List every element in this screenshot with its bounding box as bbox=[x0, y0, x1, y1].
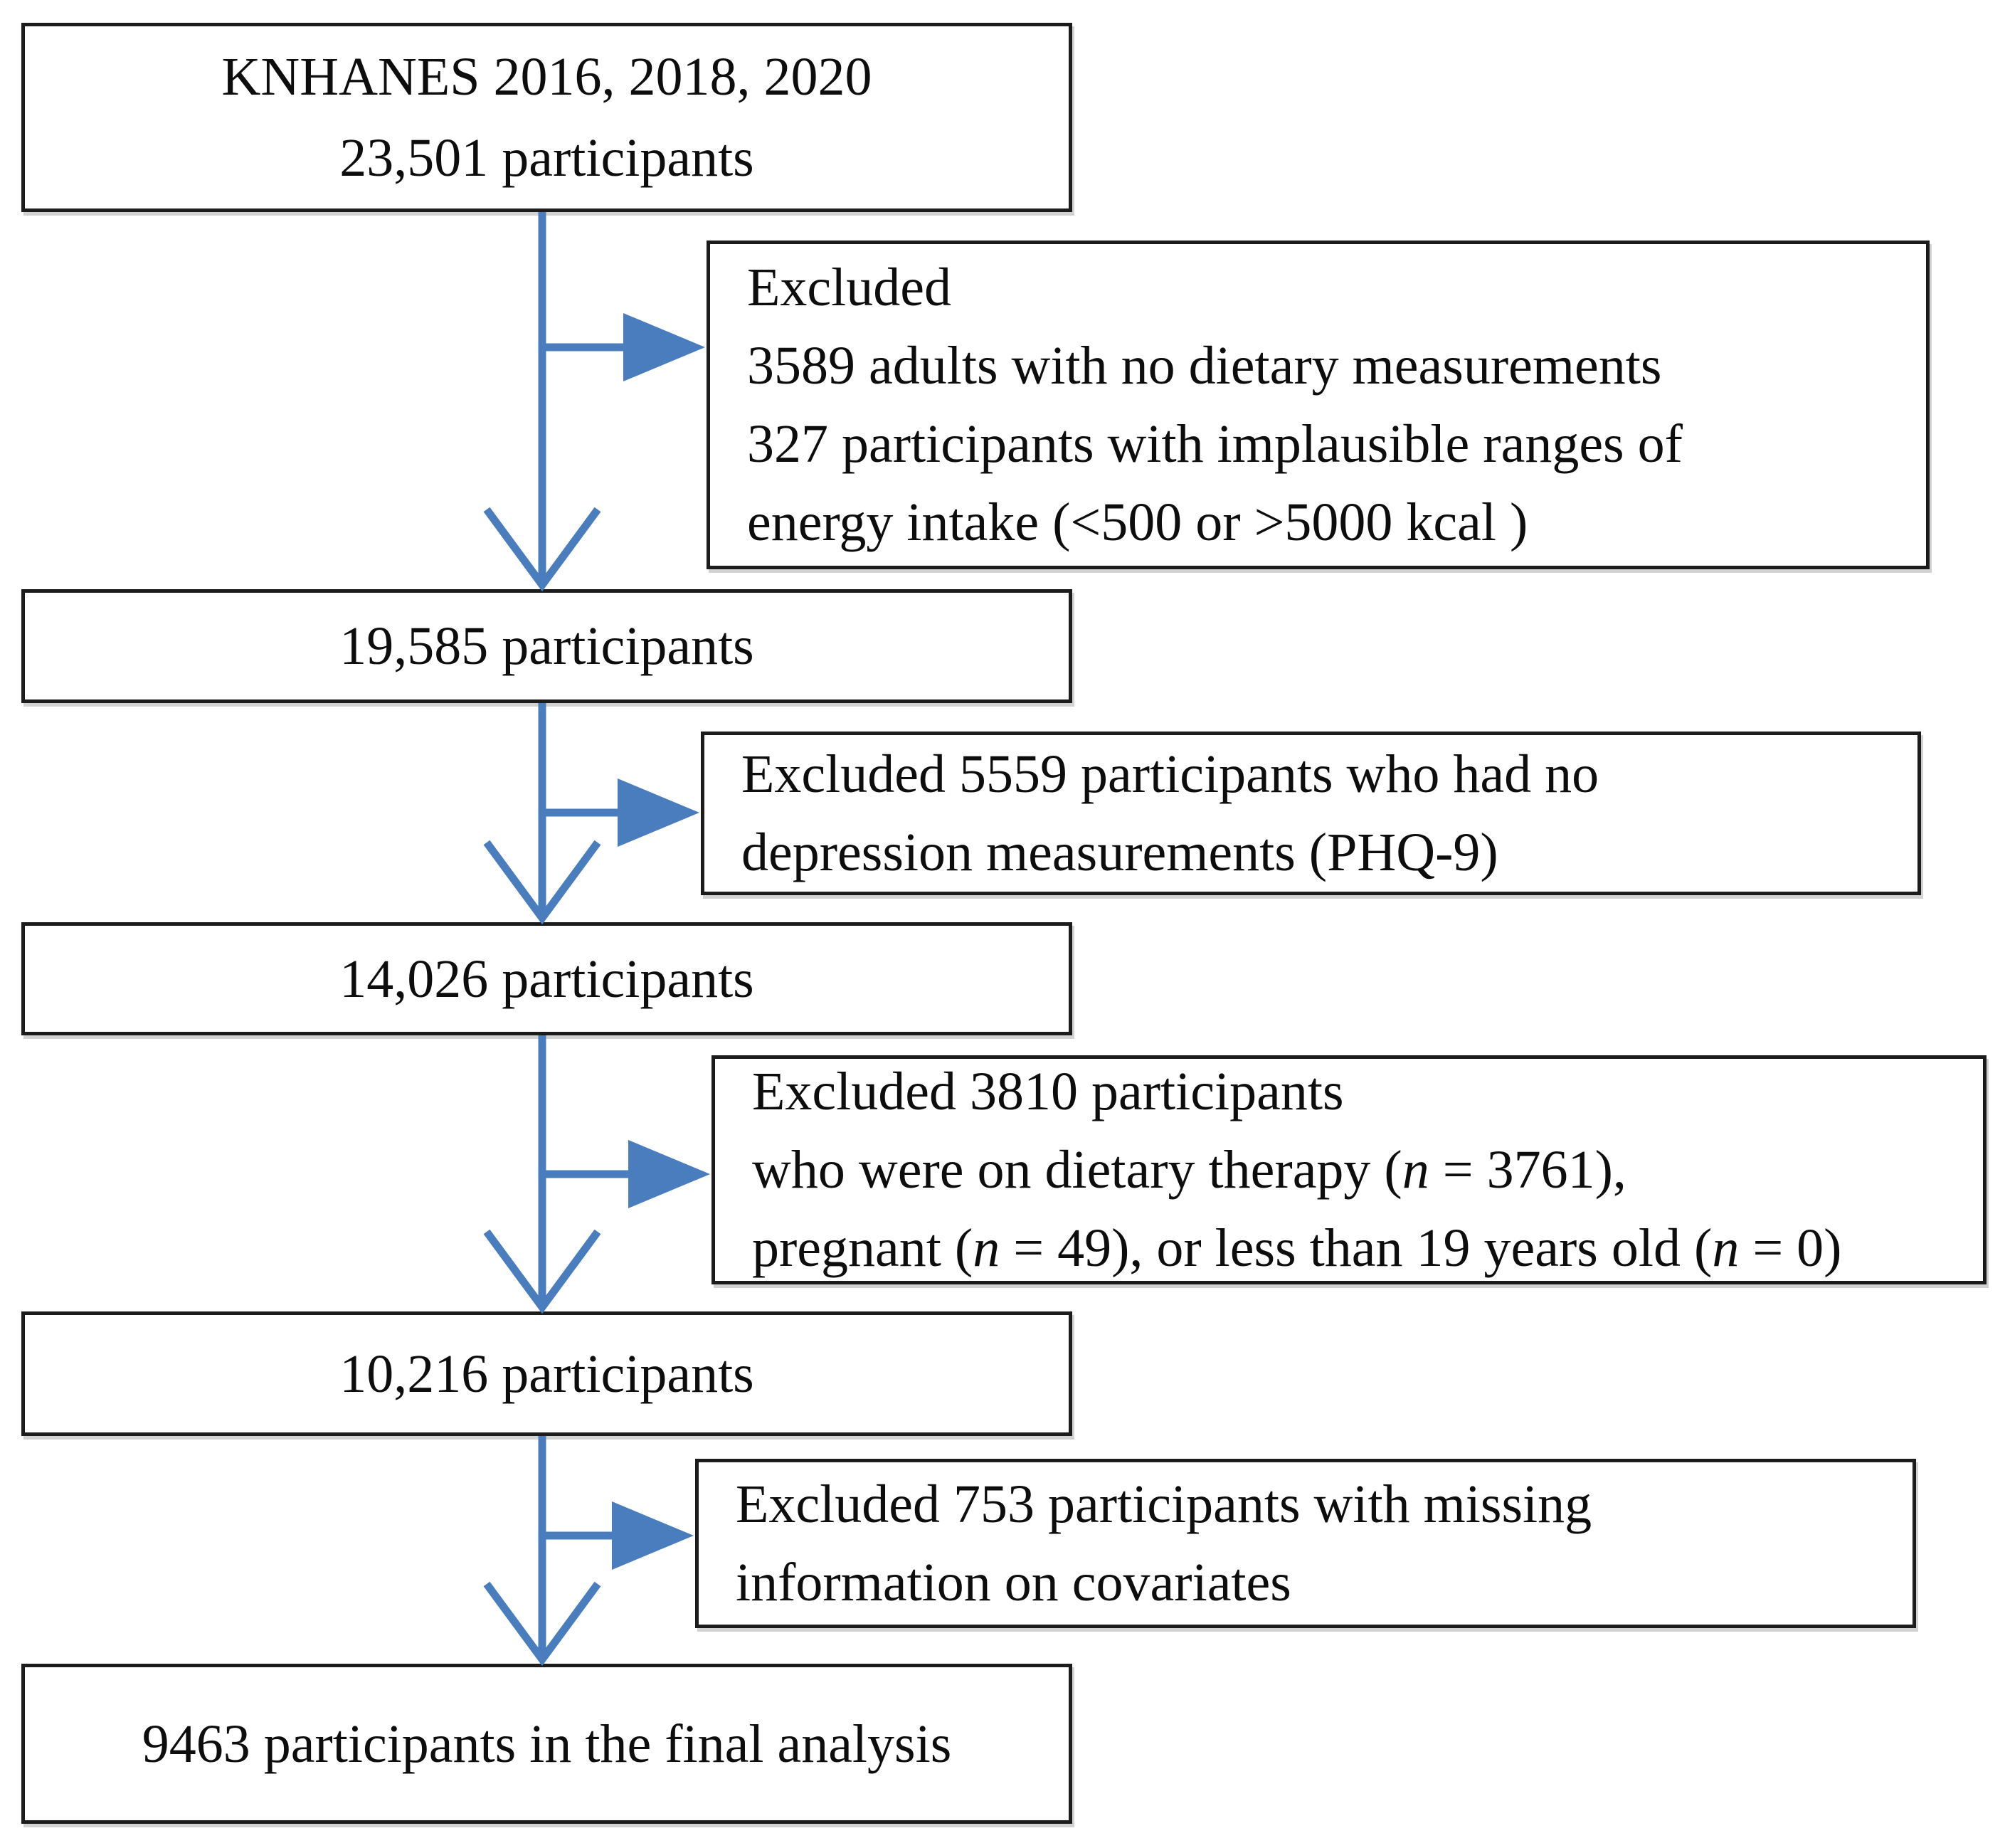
arrow-branch-1 bbox=[542, 313, 705, 381]
flow-box-step3: 14,026 participants bbox=[21, 922, 1072, 1035]
arrow-down-1 bbox=[483, 212, 601, 592]
flow-box-step2: 19,585 participants bbox=[21, 589, 1072, 703]
arrow-down-2 bbox=[483, 703, 601, 925]
arrow-branch-4 bbox=[542, 1501, 694, 1570]
flow-box-exclusion-2: Excluded 5559 participants who had no dep… bbox=[701, 732, 1921, 895]
arrow-down-4 bbox=[483, 1436, 601, 1667]
arrow-down-3 bbox=[483, 1035, 601, 1314]
flow-box-exclusion-1: Excluded 3589 adults with no dietary meas… bbox=[707, 241, 1930, 569]
flow-box-exclusion-4: Excluded 753 participants with missing in… bbox=[695, 1459, 1916, 1628]
flow-box-final-analysis: 9463 participants in the final analysis bbox=[21, 1664, 1072, 1824]
flow-box-step4: 10,216 participants bbox=[21, 1311, 1072, 1436]
arrow-branch-2 bbox=[542, 778, 699, 847]
flow-box-initial-sample: KNHANES 2016, 2018, 2020 23,501 participa… bbox=[21, 23, 1072, 212]
arrow-branch-3 bbox=[542, 1140, 710, 1208]
flow-box-exclusion-3: Excluded 3810 participants who were on di… bbox=[711, 1055, 1987, 1284]
